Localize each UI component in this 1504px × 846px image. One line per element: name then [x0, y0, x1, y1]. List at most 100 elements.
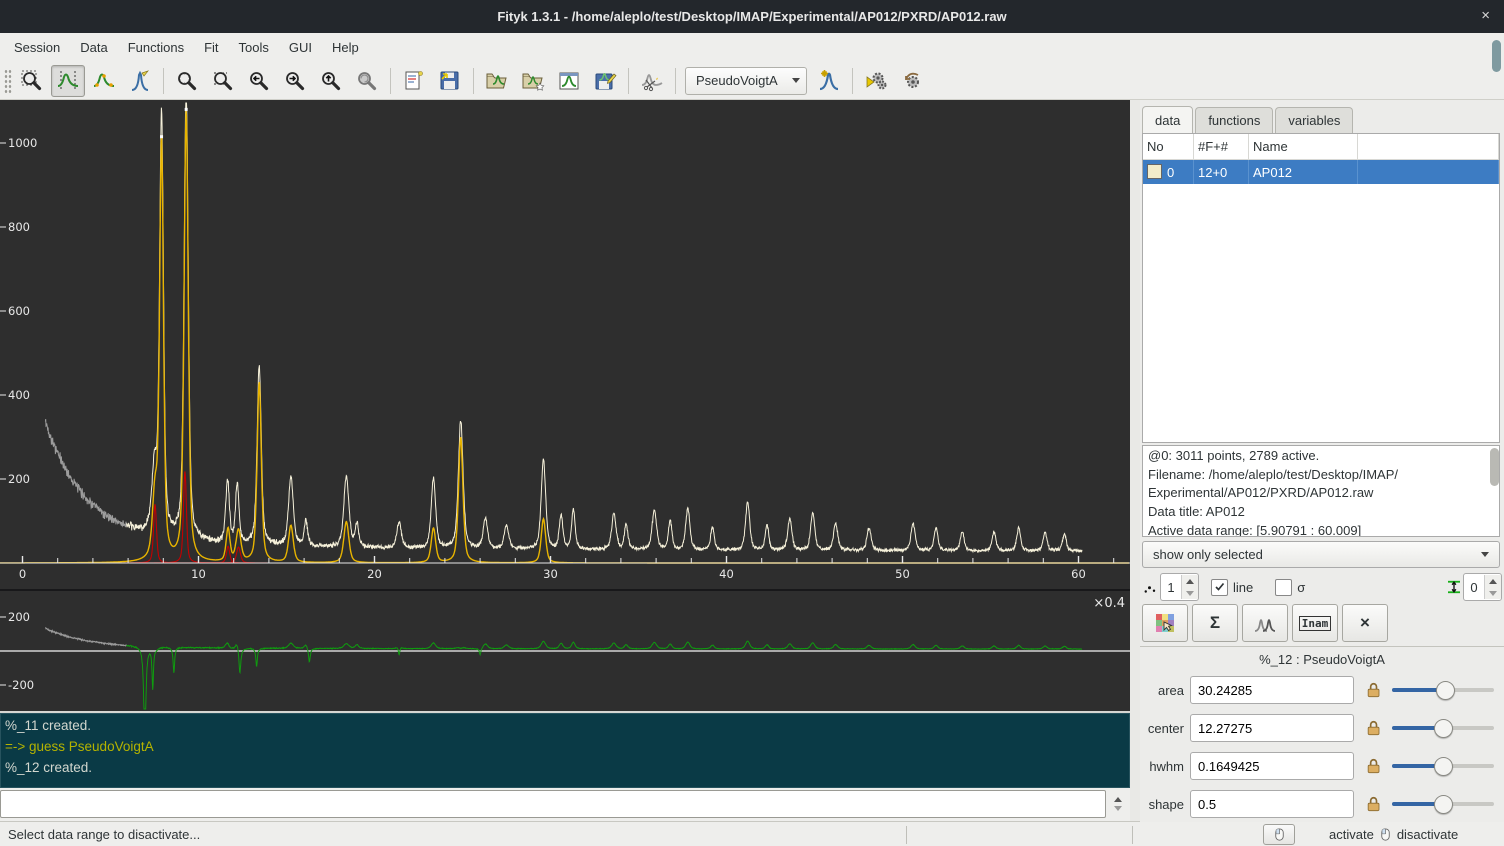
column-header-name[interactable]: Name	[1248, 134, 1358, 160]
column-header-f[interactable]: #F+#	[1193, 134, 1249, 160]
palette-grid-icon	[1153, 611, 1177, 635]
function-type-select[interactable]: PseudoVoigtA	[685, 66, 807, 95]
dataset-list[interactable]: No #F+# Name 0 12+0 AP012	[1142, 133, 1500, 443]
console-scrollbar[interactable]	[1492, 40, 1501, 72]
delete-data-button[interactable]: ×	[1342, 604, 1388, 642]
edit-data-button[interactable]	[552, 65, 586, 97]
zoom-all-button[interactable]	[170, 65, 204, 97]
parameter-slider-shape[interactable]	[1392, 794, 1494, 814]
output-console[interactable]: %_11 created. =-> guess PseudoVoigtA %_12 …	[0, 713, 1130, 788]
lock-icon[interactable]	[1364, 794, 1386, 814]
tab-variables[interactable]: variables	[1275, 107, 1354, 134]
log-script-button[interactable]	[397, 65, 431, 97]
show-mode-dropdown[interactable]: show only selected	[1142, 541, 1500, 568]
tab-functions[interactable]: functions	[1195, 107, 1274, 134]
plot-functions-button[interactable]	[1242, 604, 1288, 642]
auxiliary-plot[interactable]: 200 -200 ×0.4	[0, 591, 1130, 711]
spin-down-icon[interactable]	[1186, 590, 1194, 596]
point-size-spinner[interactable]: 1	[1160, 573, 1199, 601]
spin-down-icon[interactable]	[1114, 806, 1122, 811]
parameter-input-area[interactable]	[1190, 676, 1354, 704]
dataset-name-cell[interactable]: AP012	[1248, 159, 1358, 184]
function-names-button[interactable]: Inam	[1292, 604, 1338, 642]
shift-spinner[interactable]: 0	[1463, 573, 1502, 601]
open-data-button[interactable]	[480, 65, 514, 97]
zoom-right-icon	[283, 69, 307, 93]
zoom-prev-icon	[355, 69, 379, 93]
plot-splitter[interactable]	[0, 589, 1130, 591]
parameter-input-center[interactable]	[1190, 714, 1354, 742]
toolbar-separator	[163, 67, 164, 94]
slider-thumb[interactable]	[1434, 795, 1453, 814]
zoom-all-icon	[175, 69, 199, 93]
auto-add-peak-button[interactable]	[812, 65, 846, 97]
menu-item-help[interactable]: Help	[332, 40, 359, 55]
spin-up-icon[interactable]	[1489, 578, 1497, 584]
add-point-mode-icon	[92, 69, 116, 93]
menu-item-fit[interactable]: Fit	[204, 40, 219, 55]
mouse-hint-button[interactable]	[1263, 824, 1295, 845]
parameter-slider-area[interactable]	[1392, 680, 1494, 700]
previous-zoom-button[interactable]	[350, 65, 384, 97]
spin-down-icon[interactable]	[1489, 590, 1497, 596]
column-header-no[interactable]: No	[1143, 134, 1194, 160]
add-peak-mode-button[interactable]	[123, 65, 157, 97]
sum-toggle-button[interactable]: Σ	[1192, 604, 1238, 642]
run-fit-button[interactable]	[859, 65, 893, 97]
add-point-mode-button[interactable]	[87, 65, 121, 97]
menu-item-tools[interactable]: Tools	[238, 40, 269, 55]
info-line: Experimental/AP012/PXRD/AP012.raw	[1148, 485, 1374, 501]
menu-item-data[interactable]: Data	[80, 40, 108, 55]
main-plot[interactable]: 200 400 600 800 1000 0 10 20 30 40 50 60	[0, 100, 1130, 589]
transform-data-button[interactable]	[635, 65, 669, 97]
save-data-button[interactable]	[588, 65, 622, 97]
dataset-color-swatch[interactable]	[1147, 164, 1162, 179]
parameter-input-hwhm[interactable]	[1190, 752, 1354, 780]
command-input[interactable]	[0, 790, 1106, 818]
lock-icon[interactable]	[1364, 718, 1386, 738]
sigma-checkbox[interactable]	[1275, 578, 1293, 596]
point-size-spinner-arrows[interactable]	[1181, 575, 1198, 599]
zoom-mode-button[interactable]	[15, 65, 49, 97]
color-mode-button[interactable]	[1142, 604, 1188, 642]
add-function-icon	[817, 69, 841, 93]
menu-item-gui[interactable]: GUI	[288, 40, 313, 55]
shift-updown-icon	[1445, 575, 1463, 599]
inactive-residual-trace	[45, 626, 127, 647]
parameter-slider-center[interactable]	[1392, 718, 1494, 738]
y-tick-label: 400	[8, 388, 30, 402]
table-row[interactable]: 0 12+0 AP012	[1143, 159, 1499, 184]
lock-icon[interactable]	[1364, 680, 1386, 700]
dataset-info-box[interactable]: @0: 3011 points, 2789 active. Filename: /…	[1142, 445, 1500, 537]
zoom-up-button[interactable]	[314, 65, 348, 97]
console-splitter[interactable]	[0, 711, 1130, 713]
append-data-button[interactable]	[516, 65, 550, 97]
command-history-spinner[interactable]	[1108, 790, 1128, 818]
undo-fit-button[interactable]	[895, 65, 929, 97]
shift-spinner-arrows[interactable]	[1484, 575, 1501, 599]
info-scrollbar[interactable]	[1490, 448, 1499, 486]
slider-thumb[interactable]	[1436, 681, 1456, 700]
lock-icon[interactable]	[1364, 756, 1386, 776]
parameter-slider-hwhm[interactable]	[1392, 756, 1494, 776]
dataset-functions-cell[interactable]: 12+0	[1193, 159, 1249, 184]
save-session-button[interactable]	[433, 65, 467, 97]
close-icon[interactable]: ×	[1481, 7, 1490, 24]
line-checkbox[interactable]	[1211, 578, 1228, 596]
data-range-mode-button[interactable]	[51, 64, 85, 97]
menu-item-functions[interactable]: Functions	[127, 40, 185, 55]
zoom-left-button[interactable]	[242, 65, 276, 97]
spin-up-icon[interactable]	[1186, 578, 1194, 584]
dataset-number-cell[interactable]: 0	[1143, 159, 1194, 184]
tab-data[interactable]: data	[1142, 106, 1194, 133]
slider-fill	[1392, 726, 1443, 730]
zoom-vertical-button[interactable]	[206, 65, 240, 97]
spin-up-icon[interactable]	[1114, 797, 1122, 802]
slider-thumb[interactable]	[1434, 757, 1453, 776]
menu-item-session[interactable]: Session	[14, 40, 61, 55]
data-action-buttons: Σ Inam ×	[1142, 604, 1388, 642]
vertical-splitter[interactable]	[1130, 100, 1140, 822]
zoom-right-button[interactable]	[278, 65, 312, 97]
parameter-input-shape[interactable]	[1190, 790, 1354, 818]
slider-thumb[interactable]	[1434, 719, 1453, 738]
